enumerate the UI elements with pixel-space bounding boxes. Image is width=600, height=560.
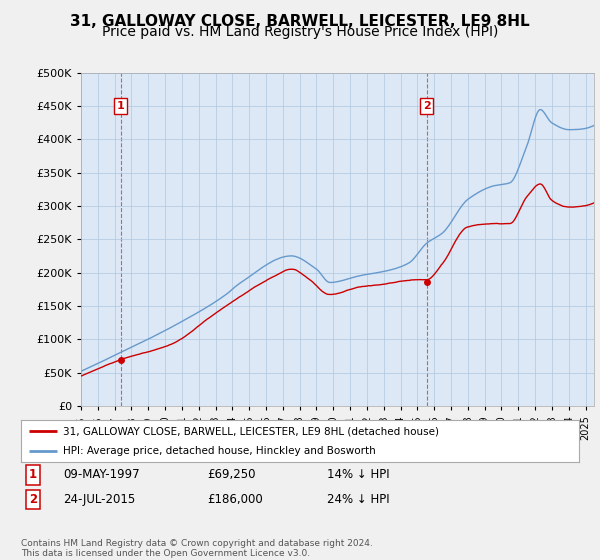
Text: 1: 1	[29, 468, 37, 482]
Text: £69,250: £69,250	[207, 468, 256, 482]
Text: £186,000: £186,000	[207, 493, 263, 506]
Text: HPI: Average price, detached house, Hinckley and Bosworth: HPI: Average price, detached house, Hinc…	[63, 446, 376, 456]
Text: 2: 2	[29, 493, 37, 506]
Text: 24% ↓ HPI: 24% ↓ HPI	[327, 493, 389, 506]
Text: 31, GALLOWAY CLOSE, BARWELL, LEICESTER, LE9 8HL (detached house): 31, GALLOWAY CLOSE, BARWELL, LEICESTER, …	[63, 426, 439, 436]
Text: 2: 2	[423, 101, 431, 111]
Text: 14% ↓ HPI: 14% ↓ HPI	[327, 468, 389, 482]
Text: 1: 1	[117, 101, 125, 111]
Text: 31, GALLOWAY CLOSE, BARWELL, LEICESTER, LE9 8HL: 31, GALLOWAY CLOSE, BARWELL, LEICESTER, …	[70, 14, 530, 29]
Text: Contains HM Land Registry data © Crown copyright and database right 2024.
This d: Contains HM Land Registry data © Crown c…	[21, 539, 373, 558]
Text: 09-MAY-1997: 09-MAY-1997	[63, 468, 140, 482]
Text: Price paid vs. HM Land Registry's House Price Index (HPI): Price paid vs. HM Land Registry's House …	[102, 26, 498, 39]
Text: 24-JUL-2015: 24-JUL-2015	[63, 493, 135, 506]
